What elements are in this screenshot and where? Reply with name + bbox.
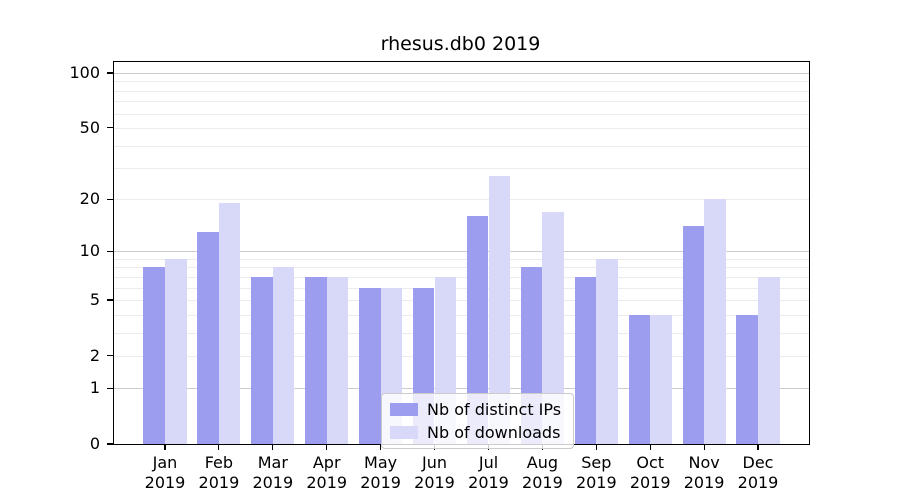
gridline-y-50 (114, 127, 809, 129)
x-tick-year-label: 2019 (198, 473, 240, 492)
y-tick-label-20: 20 (79, 189, 100, 209)
x-tick-label-feb: Feb 2019 (184, 453, 254, 493)
y-tick-1 (107, 387, 114, 389)
x-tick-label-nov: Nov 2019 (669, 453, 739, 493)
bar-downloads-aug (542, 211, 564, 444)
x-tick-label-jul: Jul 2019 (454, 453, 524, 493)
x-tick-sep (595, 445, 597, 450)
x-tick-feb (218, 445, 220, 450)
legend-entry-distinct-ips: Nb of distinct IPs (390, 400, 561, 419)
bar-distinct-ips-oct (628, 314, 651, 444)
bar-downloads-apr (326, 276, 349, 444)
legend-entry-downloads: Nb of downloads (390, 423, 561, 442)
bar-distinct-ips-jan (143, 267, 165, 444)
x-tick-year-label: 2019 (360, 473, 401, 492)
x-tick-year-label: 2019 (737, 473, 779, 492)
bar-downloads-feb (218, 203, 241, 444)
x-tick-year-label: 2019 (575, 473, 617, 492)
gridline-y-60 (114, 113, 809, 115)
bar-distinct-ips-may (359, 287, 381, 444)
x-tick-jan (164, 445, 166, 450)
gridline-y-6 (114, 287, 809, 289)
x-tick-nov (703, 445, 705, 450)
y-tick-label-5: 5 (89, 290, 100, 309)
y-tick-50 (107, 127, 114, 129)
x-tick-label-mar: Mar 2019 (238, 453, 308, 493)
y-tick-100 (107, 72, 114, 74)
y-tick-10 (107, 250, 114, 252)
bar-distinct-ips-dec (736, 314, 758, 444)
bar-distinct-ips-mar (251, 276, 273, 444)
legend-label-downloads: Nb of downloads (427, 423, 561, 442)
gridline-y-40 (114, 145, 809, 147)
gridline-y-8 (114, 267, 809, 269)
bar-distinct-ips-nov (682, 226, 705, 444)
y-tick-label-100: 100 (69, 63, 100, 82)
gridline-y-5 (114, 300, 809, 301)
bar-downloads-nov (704, 199, 726, 444)
gridline-y-2 (114, 355, 809, 357)
legend-swatch-distinct-ips (390, 403, 418, 416)
gridline-y-100 (114, 73, 809, 75)
x-tick-year-label: 2019 (629, 473, 671, 492)
chart-title: rhesus.db0 2019 (380, 33, 541, 55)
x-tick-mar (272, 445, 274, 450)
y-tick-label-50: 50 (79, 117, 100, 137)
y-tick-label-1: 1 (89, 378, 100, 398)
x-tick-label-sep: Sep 2019 (561, 453, 631, 493)
y-tick-20 (107, 198, 114, 200)
x-tick-label-jun: Jun 2019 (400, 453, 470, 493)
bar-downloads-jul (488, 176, 511, 444)
y-tick-5 (107, 299, 114, 301)
x-tick-label-may: May 2019 (346, 453, 416, 493)
x-tick-label-jan: Jan 2019 (130, 453, 200, 493)
x-tick-year-label: 2019 (522, 473, 563, 492)
gridline-y-90 (114, 81, 809, 83)
gridline-y-3 (114, 332, 809, 334)
bar-downloads-jan (165, 258, 187, 444)
x-tick-year-label: 2019 (144, 473, 186, 492)
y-tick-2 (107, 355, 114, 357)
y-tick-label-10: 10 (79, 241, 100, 261)
x-tick-oct (649, 445, 651, 450)
x-tick-label-aug: Aug 2019 (507, 453, 577, 493)
gridline-y-9 (114, 258, 809, 260)
bar-distinct-ips-jul (466, 216, 489, 444)
x-tick-may (380, 445, 382, 450)
gridline-y-7 (114, 276, 809, 278)
plot-area: 0 1 2 5 10 20 50 100 Jan 2019 Feb 2019 Mar 2019 Apr 20… (69, 61, 810, 492)
bar-downloads-dec (758, 276, 780, 444)
gridline-y-80 (114, 90, 809, 92)
x-tick-year-label: 2019 (468, 473, 509, 492)
bar-downloads-oct (650, 314, 672, 444)
x-tick-year-label: 2019 (683, 473, 725, 492)
x-tick-apr (326, 445, 328, 450)
gridline-y-20 (114, 199, 809, 201)
gridline-y-4 (114, 314, 809, 316)
legend-label-distinct-ips: Nb of distinct IPs (427, 400, 562, 419)
x-tick-year-label: 2019 (252, 473, 294, 492)
y-tick-0 (107, 443, 114, 445)
gridline-y-10 (114, 251, 809, 253)
bar-distinct-ips-feb (197, 231, 219, 444)
y-tick-label-2: 2 (89, 345, 100, 365)
bar-downloads-sep (596, 258, 618, 444)
x-tick-year-label: 2019 (306, 473, 348, 492)
bar-distinct-ips-apr (305, 276, 327, 444)
bar-downloads-mar (272, 267, 295, 444)
x-tick-dec (757, 445, 759, 450)
x-tick-year-label: 2019 (414, 473, 455, 492)
legend-swatch-downloads (390, 426, 418, 439)
x-tick-label-apr: Apr 2019 (292, 453, 362, 493)
gridline-y-1 (114, 388, 809, 390)
gridline-y-70 (114, 101, 809, 103)
legend: Nb of distinct IPs Nb of downloads (381, 393, 575, 449)
bar-distinct-ips-sep (574, 276, 597, 444)
y-tick-label-0: 0 (89, 434, 100, 453)
x-tick-label-oct: Oct 2019 (615, 453, 685, 493)
x-tick-label-dec: Dec 2019 (723, 453, 793, 493)
gridline-y-30 (114, 167, 809, 169)
